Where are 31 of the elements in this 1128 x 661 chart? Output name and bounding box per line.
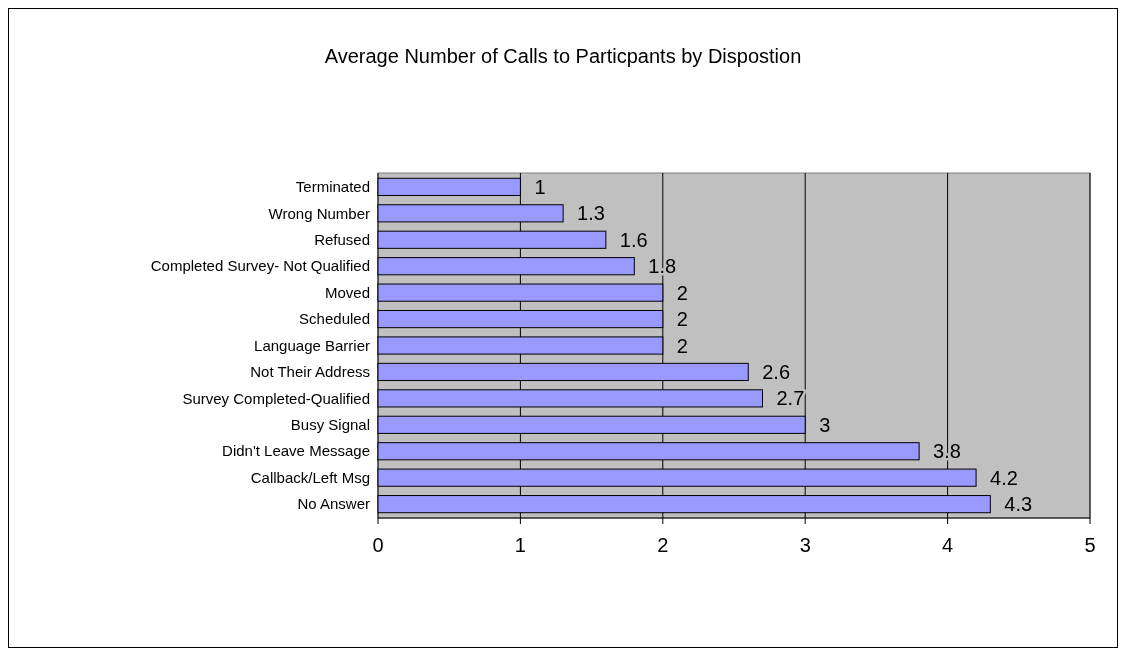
y-tick-label: No Answer: [297, 495, 370, 513]
y-tick-label: Terminated: [295, 178, 370, 196]
y-tick-label: Language Barrier: [254, 336, 370, 354]
y-tick-label: Callback/Left Msg: [250, 468, 370, 486]
y-tick-label: Moved: [324, 283, 370, 301]
data-label: 2.6: [762, 360, 791, 383]
x-tick-label: 0: [372, 534, 384, 556]
data-label: 1.6: [619, 228, 648, 251]
y-tick-label: Busy Signal: [290, 416, 370, 434]
x-tick-label: 4: [942, 534, 954, 556]
y-tick-label: Survey Completed-Qualified: [182, 389, 370, 407]
y-tick-label: Wrong Number: [268, 204, 370, 222]
data-label: 2.7: [776, 387, 805, 410]
y-tick-label: Didn't Leave Message: [222, 442, 370, 460]
data-label: 2: [676, 334, 688, 357]
x-tick-label: 3: [799, 534, 811, 556]
x-tick-label: 1: [514, 534, 526, 556]
data-label: 2: [676, 281, 688, 304]
y-tick-label: Not Their Address: [250, 363, 370, 381]
y-tick-label: Completed Survey- Not Qualified: [150, 257, 370, 275]
y-tick-label: Scheduled: [299, 310, 370, 328]
y-tick-label: Refused: [314, 231, 370, 248]
x-tick-label: 5: [1084, 534, 1096, 556]
data-label: 4.2: [990, 466, 1018, 489]
data-label: 1: [534, 175, 546, 198]
data-label: 3: [819, 413, 831, 436]
data-label: 4.3: [1004, 493, 1033, 516]
x-tick-label: 2: [657, 534, 669, 556]
data-label: 1.3: [577, 202, 605, 225]
data-label: 2: [676, 308, 688, 331]
chart-title: Average Number of Calls to Particpants by Dispostion: [324, 45, 802, 67]
